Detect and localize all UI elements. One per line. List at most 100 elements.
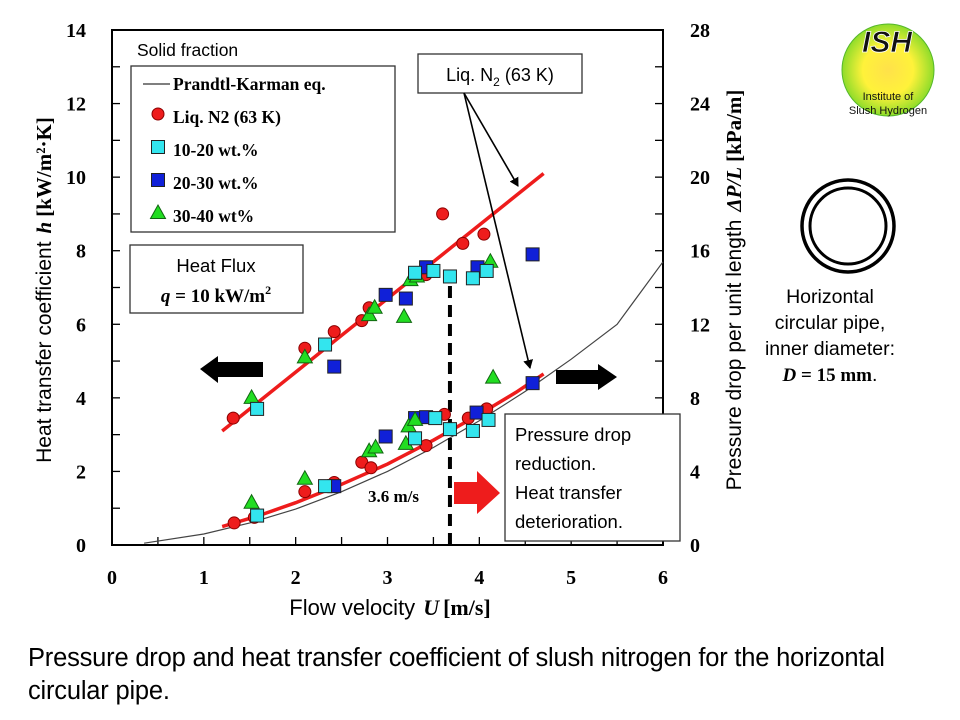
point-pressure-drop-liq-n2-63-k <box>298 485 312 499</box>
y-left-axis-ticks: 0 2 4 6 8 10 12 14 <box>66 20 120 557</box>
legend-label: 30-40 wt% <box>173 206 254 226</box>
point-pressure-drop-30-40-wt <box>243 493 260 509</box>
legend-item-prandtl-karman-eq: Prandtl-Karman eq. <box>143 74 326 94</box>
data-points <box>226 207 540 530</box>
pipe-line3: inner diameter: <box>764 338 896 360</box>
effect-text: Pressure drop reduction. Heat transfer d… <box>515 424 636 532</box>
fit-lines <box>144 172 664 544</box>
legend-item-30-40-wt: 30-40 wt% <box>149 203 254 226</box>
effect-box <box>504 413 681 542</box>
point-pressure-drop-30-40-wt <box>367 438 384 454</box>
point-pressure-drop-30-40-wt <box>406 410 424 426</box>
point-heat-transfer-20-30-wt <box>378 287 393 302</box>
liq-n2-pressure-drop-fit <box>221 372 545 529</box>
point-heat-transfer-liq-n2-63-k <box>327 325 341 339</box>
legend-triangle-icon <box>149 203 167 219</box>
point-pressure-drop-10-20-wt <box>408 431 423 446</box>
prandtl-karman-curve <box>144 261 664 544</box>
point-pressure-drop-liq-n2-63-k <box>364 461 378 475</box>
point-heat-transfer-liq-n2-63-k <box>226 411 240 425</box>
point-heat-transfer-10-20-wt <box>442 269 457 284</box>
y-left-tick-label: 0 <box>76 535 86 557</box>
pipe-inner-icon <box>808 186 888 266</box>
point-heat-transfer-10-20-wt <box>465 271 480 286</box>
y-left-axis-label: Heat transfer coefficienth[kW/m²·K] <box>32 117 56 463</box>
pipe-line4: D = 15 mm. <box>782 364 878 386</box>
point-heat-transfer-20-30-wt <box>398 291 413 306</box>
heat-flux-box <box>129 244 304 314</box>
y-right-axis-ticks: 0 4 8 12 16 20 24 28 <box>655 20 710 557</box>
x-tick-label: 1 <box>199 567 209 589</box>
point-pressure-drop-20-30-wt <box>469 405 484 420</box>
point-heat-transfer-liq-n2-63-k <box>477 227 491 241</box>
point-pressure-drop-10-20-wt <box>428 411 443 426</box>
y-left-tick-label: 8 <box>76 241 86 263</box>
y-right-tick-label: 24 <box>690 94 710 116</box>
x-tick-label: 3 <box>383 567 393 589</box>
point-pressure-drop-20-30-wt <box>378 429 393 444</box>
ish-logo: ISH Institute of Slush Hydrogen <box>841 23 935 117</box>
point-heat-transfer-liq-n2-63-k <box>436 207 450 221</box>
y-left-tick-label: 14 <box>66 20 86 42</box>
y-right-axis-label: Pressure drop per unit lengthΔP/L[kPa/m] <box>722 90 746 491</box>
point-heat-transfer-30-40-wt <box>360 306 378 322</box>
y-left-tick-label: 12 <box>66 94 86 116</box>
point-heat-transfer-10-20-wt <box>426 263 441 278</box>
point-heat-transfer-30-40-wt <box>243 388 260 404</box>
point-heat-transfer-10-20-wt <box>318 337 333 352</box>
x-tick-label: 4 <box>474 567 484 589</box>
legend-label: 20-30 wt.% <box>173 173 259 193</box>
point-pressure-drop-10-20-wt <box>318 479 333 494</box>
point-heat-transfer-10-20-wt <box>250 401 265 416</box>
callout-arrow-heat-transfer <box>463 92 519 187</box>
y-left-tick-label: 6 <box>76 314 86 336</box>
threshold-label: 3.6 m/s <box>368 487 419 506</box>
pipe-line1: Horizontal <box>786 286 874 308</box>
point-pressure-drop-10-20-wt <box>250 508 265 523</box>
x-axis-label: Flow velocity U [m/s] <box>289 595 490 620</box>
point-pressure-drop-liq-n2-63-k <box>419 439 433 453</box>
arrow-right-icon <box>556 364 617 390</box>
point-pressure-drop-10-20-wt <box>442 422 457 437</box>
point-heat-transfer-30-40-wt <box>296 348 314 364</box>
legend-label: Liq. N2 (63 K) <box>173 107 281 127</box>
callout-arrow-pressure-drop <box>463 92 533 369</box>
point-heat-transfer-10-20-wt <box>479 263 494 278</box>
point-pressure-drop-30-40-wt <box>296 469 314 485</box>
y-right-tick-label: 28 <box>690 20 710 42</box>
y-left-tick-label: 2 <box>76 461 86 483</box>
legend-box <box>130 65 396 233</box>
x-tick-label: 5 <box>566 567 576 589</box>
y-right-tick-label: 4 <box>690 461 700 483</box>
legend-label: Prandtl-Karman eq. <box>173 74 326 94</box>
y-right-tick-label: 12 <box>690 314 710 336</box>
logo-line2: Slush Hydrogen <box>849 105 927 117</box>
legend-item-10-20-wt: 10-20 wt.% <box>151 140 259 160</box>
pipe-line2: circular pipe, <box>774 312 886 334</box>
point-heat-transfer-20-30-wt <box>525 247 540 262</box>
heat-flux-value: q = 10 kW/m2 <box>161 283 271 307</box>
y-left-tick-label: 10 <box>66 167 86 189</box>
legend-square-icon <box>151 140 165 154</box>
figure-caption: Pressure drop and heat transfer coeffici… <box>28 644 885 705</box>
y-left-tick-label: 4 <box>76 388 86 410</box>
legend-item-liq-n2-63-k: Liq. N2 (63 K) <box>151 107 281 127</box>
point-heat-transfer-10-20-wt <box>408 265 423 280</box>
legend-square-icon <box>151 173 165 187</box>
legend-circle-icon <box>151 107 165 121</box>
arrow-left-icon <box>200 356 263 383</box>
point-heat-transfer-liq-n2-63-k <box>456 236 470 250</box>
liq-n2-heat-transfer-fit <box>221 172 545 433</box>
legend-item-20-30-wt: 20-30 wt.% <box>151 173 259 193</box>
liq-n2-callout-box <box>417 53 583 94</box>
legend: Prandtl-Karman eq. Liq. N2 (63 K) 10-20 wt… <box>143 74 326 226</box>
y-right-tick-label: 8 <box>690 388 700 410</box>
point-pressure-drop-10-20-wt <box>481 412 496 427</box>
legend-title: Solid fraction <box>137 40 238 60</box>
x-tick-label: 0 <box>107 567 117 589</box>
liq-n2-callout-label: Liq. N2 (63 K) <box>446 65 554 89</box>
logo-line1: Institute of <box>863 91 915 103</box>
point-pressure-drop-20-30-wt <box>525 376 540 391</box>
point-pressure-drop-30-40-wt <box>484 368 502 384</box>
